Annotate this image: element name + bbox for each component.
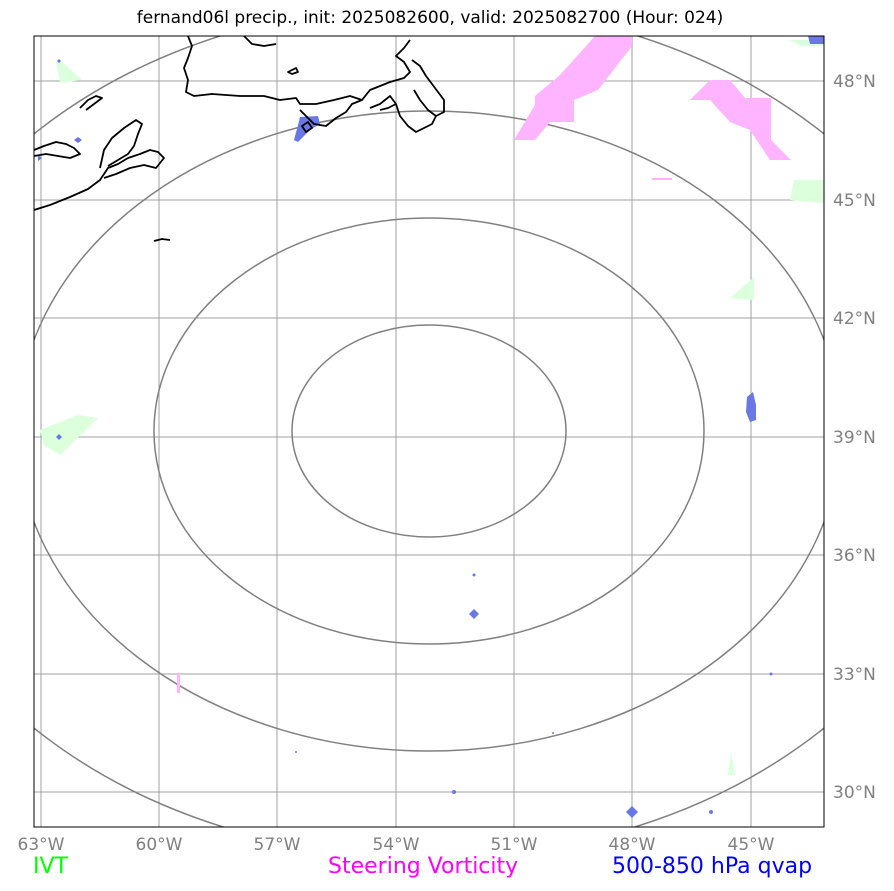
- ivt-patch: [56, 62, 82, 83]
- coastline-newfoundland-west: [183, 36, 411, 105]
- map-title: fernand06l precip., init: 2025082600, va…: [136, 8, 724, 28]
- qvap-patch: [74, 137, 82, 143]
- legend-steering-vorticity: Steering Vorticity: [328, 854, 519, 879]
- vorticity-patch: [514, 36, 632, 140]
- coastline-pei: [79, 95, 103, 111]
- coastlines: [34, 36, 445, 242]
- qvap-patch: [57, 59, 61, 63]
- legend-qvap: 500-850 hPa qvap: [612, 854, 813, 879]
- coastline-avalon: [413, 89, 437, 117]
- qvap-patch: [808, 36, 824, 44]
- gridlines: [34, 36, 824, 827]
- coastline-cape-breton: [99, 119, 143, 169]
- ivt-fields: [40, 40, 824, 775]
- range-ring-3: [34, 110, 824, 752]
- coastline-nova-scotia: [34, 149, 165, 211]
- lon-tick-label: 63°W: [18, 835, 65, 855]
- qvap-patch: [56, 434, 62, 440]
- qvap-patch: [294, 116, 320, 142]
- legend-ivt: IVT: [33, 854, 68, 879]
- range-ring-2: [153, 217, 705, 645]
- vorticity-patch: [690, 80, 791, 160]
- lon-tick-label: 48°W: [609, 835, 656, 855]
- qvap-fields: [38, 36, 824, 818]
- qvap-patch: [472, 573, 476, 577]
- coastline-cape-breton-north: [34, 141, 81, 159]
- qvap-patch: [552, 732, 554, 734]
- lat-tick-label: 39°N: [833, 428, 876, 448]
- ivt-patch: [730, 277, 754, 300]
- qvap-patch: [38, 155, 42, 161]
- coastline-islet: [287, 67, 299, 75]
- vorticity-fields: [177, 36, 791, 693]
- lon-tick-label: 60°W: [136, 835, 183, 855]
- vorticity-patch: [177, 673, 180, 693]
- lat-tick-label: 36°N: [833, 546, 876, 566]
- lat-tick-label: 45°N: [833, 191, 876, 211]
- lat-tick-label: 48°N: [833, 72, 876, 92]
- lat-tick-label: 30°N: [833, 783, 876, 803]
- lon-tick-label: 45°W: [728, 835, 775, 855]
- ivt-patch: [40, 415, 98, 455]
- ivt-patch: [790, 180, 824, 203]
- lon-tick-label: 57°W: [254, 835, 301, 855]
- lat-tick-label: 42°N: [833, 309, 876, 329]
- qvap-patch: [452, 790, 456, 794]
- qvap-patch: [709, 810, 713, 814]
- latitude-labels: 48°N 45°N 42°N 39°N 36°N 33°N 30°N: [833, 72, 876, 803]
- lon-tick-label: 54°W: [373, 835, 420, 855]
- lat-tick-label: 33°N: [833, 665, 876, 685]
- coastline-sable-island: [153, 238, 171, 242]
- plot-frame: [33, 35, 825, 828]
- qvap-patch: [769, 672, 773, 676]
- vorticity-patch: [652, 178, 672, 180]
- coastline-anticosti: [243, 36, 277, 47]
- ivt-patch: [728, 752, 735, 775]
- coastline-newfoundland-east: [299, 59, 445, 133]
- range-ring-1: [291, 324, 567, 538]
- qvap-patch: [626, 806, 638, 818]
- coastline-islet: [301, 121, 313, 133]
- longitude-labels: 63°W 60°W 57°W 54°W 51°W 48°W 45°W: [18, 835, 775, 855]
- qvap-patch: [295, 751, 297, 753]
- qvap-patch: [746, 392, 756, 422]
- qvap-patch: [469, 609, 479, 619]
- lon-tick-label: 51°W: [491, 835, 538, 855]
